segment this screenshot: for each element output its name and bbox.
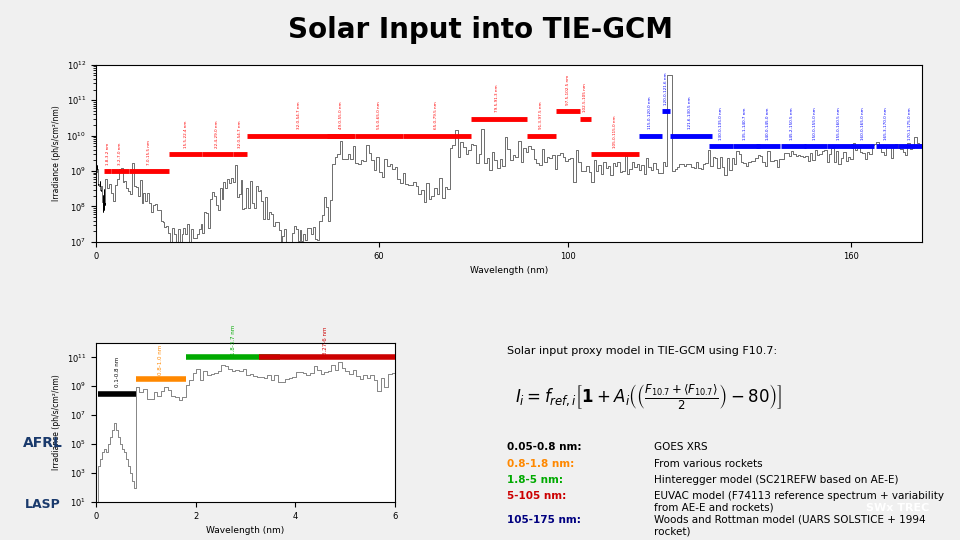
Text: 0.05-0.8 nm:: 0.05-0.8 nm: — [507, 442, 582, 451]
Text: SWx TREC: SWx TREC — [866, 503, 929, 513]
Text: 105.0-115.0 nm: 105.0-115.0 nm — [612, 116, 617, 148]
Text: 7.0-15.5 nm: 7.0-15.5 nm — [147, 140, 151, 165]
Text: 15.5-22.4 nm: 15.5-22.4 nm — [183, 120, 187, 148]
Text: 1.8-3.7 nm: 1.8-3.7 nm — [230, 325, 235, 355]
Text: LASP: LASP — [25, 498, 61, 511]
Text: 79.5-91.3 nm: 79.5-91.3 nm — [495, 85, 499, 112]
X-axis label: Wavelength (nm): Wavelength (nm) — [206, 526, 285, 536]
Text: Solar Input into TIE-GCM: Solar Input into TIE-GCM — [287, 16, 673, 44]
Y-axis label: Irradiance (ph/s/cm²/nm): Irradiance (ph/s/cm²/nm) — [52, 375, 61, 470]
Text: 130.0-135.0 nm: 130.0-135.0 nm — [719, 107, 723, 140]
Text: GOES XRS: GOES XRS — [654, 442, 708, 451]
Text: 0.8-1.0 nm: 0.8-1.0 nm — [158, 345, 163, 375]
Text: From various rockets: From various rockets — [654, 459, 762, 469]
Text: 1.8-3.2 nm: 1.8-3.2 nm — [106, 143, 109, 165]
Text: 102.5-105 nm: 102.5-105 nm — [584, 84, 588, 112]
Text: 160.0-165.0 nm: 160.0-165.0 nm — [860, 107, 865, 140]
Text: 105-175 nm:: 105-175 nm: — [507, 515, 581, 525]
Text: 1.8-5 nm:: 1.8-5 nm: — [507, 475, 563, 485]
Text: 121.6-130.5 nm: 121.6-130.5 nm — [688, 97, 692, 130]
Text: Hinteregger model (SC21REFW based on AE-E): Hinteregger model (SC21REFW based on AE-… — [654, 475, 898, 485]
Text: 49.0-55.0 nm: 49.0-55.0 nm — [339, 102, 344, 130]
Text: $I_i = f_{ref,i}\left[\mathbf{1} + A_i\left(\left(\frac{F_{10.7} + \langle F_{10: $I_i = f_{ref,i}\left[\mathbf{1} + A_i\l… — [516, 383, 782, 412]
Text: 145.2-150.5 nm: 145.2-150.5 nm — [790, 107, 794, 140]
Text: 22.4-29.0 nm: 22.4-29.0 nm — [215, 120, 219, 148]
Text: 65.0-79.5 nm: 65.0-79.5 nm — [434, 102, 438, 130]
Text: Solar input proxy model in TIE-GCM using F10.7:: Solar input proxy model in TIE-GCM using… — [507, 346, 778, 356]
Text: 3.2-7.0 nm: 3.2-7.0 nm — [118, 143, 122, 165]
Text: 55.0-65.0 nm: 55.0-65.0 nm — [377, 102, 381, 130]
Text: AFRL: AFRL — [23, 436, 63, 450]
Text: 165.3-170.0 nm: 165.3-170.0 nm — [884, 107, 888, 140]
Text: 0.8-1.8 nm:: 0.8-1.8 nm: — [507, 459, 574, 469]
Text: Woods and Rottman model (UARS SOLSTICE + 1994
rocket): Woods and Rottman model (UARS SOLSTICE +… — [654, 515, 925, 537]
Text: 5-105 nm:: 5-105 nm: — [507, 491, 566, 501]
Text: 0.1-0.8 nm: 0.1-0.8 nm — [115, 357, 120, 387]
X-axis label: Wavelength (nm): Wavelength (nm) — [469, 266, 548, 275]
Text: 91.3-97.5 nm: 91.3-97.5 nm — [540, 102, 543, 130]
Text: 32.0-54.7 nm: 32.0-54.7 nm — [297, 102, 300, 130]
Text: 140.0-145.0 nm: 140.0-145.0 nm — [766, 107, 770, 140]
Text: 3.27-6 nm: 3.27-6 nm — [323, 326, 327, 355]
Text: 115.0-120.0 nm: 115.0-120.0 nm — [648, 97, 653, 130]
Text: 155.0-160.5 nm: 155.0-160.5 nm — [837, 107, 841, 140]
Text: 135.1-140.7 nm: 135.1-140.7 nm — [743, 107, 747, 140]
Text: 97.5-102.5 nm: 97.5-102.5 nm — [565, 75, 570, 105]
Text: 170.1-175.0 nm: 170.1-175.0 nm — [908, 107, 912, 140]
Y-axis label: Irradiance (ph/s/cm²/nm): Irradiance (ph/s/cm²/nm) — [52, 105, 60, 201]
Text: 120.0-121.6 nm: 120.0-121.6 nm — [664, 72, 668, 105]
Text: EUVAC model (F74113 reference spectrum + variability
from AE-E and rockets): EUVAC model (F74113 reference spectrum +… — [654, 491, 944, 512]
Text: 32.0-54.7 nm: 32.0-54.7 nm — [238, 120, 242, 148]
Text: 150.0-155.0 nm: 150.0-155.0 nm — [813, 107, 818, 140]
